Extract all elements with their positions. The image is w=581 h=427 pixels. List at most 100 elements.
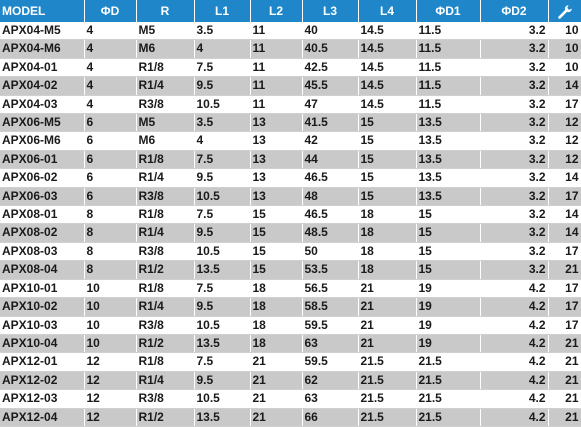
- cell-l2: 13: [250, 187, 303, 207]
- cell-r: R1/4: [136, 76, 195, 96]
- cell-od1: 13.5: [416, 168, 481, 188]
- cell-l1: 7.5: [194, 58, 251, 78]
- cell-od1: 11.5: [416, 22, 481, 41]
- cell-od1: 13.5: [416, 150, 481, 170]
- cell-model: APX08-03: [0, 242, 85, 262]
- cell-model: APX04-02: [0, 76, 85, 96]
- cell-model: APX10-02: [0, 297, 85, 317]
- cell-l2: 15: [250, 205, 303, 225]
- cell-l4: 15: [358, 150, 417, 170]
- cell-l1: 7.5: [194, 279, 251, 299]
- table-row: APX08-01 8 R1/8 7.5 15 46.5 18 15 3.2 14: [0, 205, 581, 225]
- cell-l3: 40.5: [302, 39, 359, 59]
- cell-r: R1/2: [136, 408, 195, 427]
- cell-wrench-size: 17: [548, 242, 581, 262]
- cell-od2: 3.2: [480, 223, 549, 243]
- cell-model: APX12-04: [0, 408, 85, 427]
- cell-od2: 3.2: [480, 113, 549, 133]
- cell-model: APX06-01: [0, 150, 85, 170]
- cell-model: APX10-03: [0, 316, 85, 335]
- table-row: APX04-M5 4 M5 3.5 11 40 14.5 11.5 3.2 10: [0, 22, 581, 41]
- cell-l4: 14.5: [358, 95, 417, 115]
- header-l3: L3: [302, 0, 359, 22]
- header-od1: ΦD1: [416, 0, 481, 22]
- cell-l4: 21: [358, 297, 417, 317]
- cell-l1: 9.5: [194, 223, 251, 243]
- cell-l2: 13: [250, 168, 303, 188]
- cell-l1: 13.5: [194, 408, 251, 427]
- cell-wrench-size: 17: [548, 297, 581, 317]
- cell-od: 4: [84, 39, 137, 59]
- cell-od: 6: [84, 113, 137, 133]
- cell-model: APX04-03: [0, 95, 85, 115]
- cell-od: 4: [84, 58, 137, 78]
- table-row: APX06-M5 6 M5 3.5 13 41.5 15 13.5 3.2 12: [0, 113, 581, 133]
- cell-od1: 15: [416, 260, 481, 280]
- cell-od2: 3.2: [480, 150, 549, 170]
- cell-wrench-size: 21: [548, 389, 581, 409]
- cell-l3: 42: [302, 131, 359, 151]
- cell-od: 4: [84, 22, 137, 41]
- header-od: ΦD: [84, 0, 137, 22]
- cell-wrench-size: 10: [548, 58, 581, 78]
- table-row: APX04-02 4 R1/4 9.5 11 45.5 14.5 11.5 3.2 14: [0, 76, 581, 96]
- cell-model: APX04-01: [0, 58, 85, 78]
- cell-l4: 21: [358, 279, 417, 299]
- cell-l2: 15: [250, 260, 303, 280]
- table-row: APX08-02 8 R1/4 9.5 15 48.5 18 15 3.2 14: [0, 223, 581, 243]
- cell-od2: 4.2: [480, 352, 549, 372]
- cell-od1: 19: [416, 316, 481, 335]
- cell-l3: 48: [302, 187, 359, 207]
- cell-l2: 11: [250, 22, 303, 41]
- cell-l1: 13.5: [194, 260, 251, 280]
- cell-l1: 7.5: [194, 352, 251, 372]
- cell-l1: 7.5: [194, 205, 251, 225]
- cell-wrench-size: 10: [548, 39, 581, 59]
- table-row: APX12-04 12 R1/2 13.5 21 66 21.5 21.5 4.2 21: [0, 408, 581, 427]
- cell-od2: 3.2: [480, 39, 549, 59]
- cell-od1: 19: [416, 279, 481, 299]
- cell-od1: 13.5: [416, 187, 481, 207]
- cell-r: R1/4: [136, 168, 195, 188]
- cell-od1: 11.5: [416, 95, 481, 115]
- cell-od1: 19: [416, 334, 481, 354]
- wrench-icon: [557, 5, 572, 19]
- cell-l4: 18: [358, 242, 417, 262]
- cell-od2: 3.2: [480, 168, 549, 188]
- cell-od2: 4.2: [480, 279, 549, 299]
- header-r: R: [136, 0, 195, 22]
- cell-r: R1/8: [136, 352, 195, 372]
- cell-od: 4: [84, 95, 137, 115]
- cell-od1: 15: [416, 205, 481, 225]
- cell-l4: 18: [358, 260, 417, 280]
- cell-l2: 21: [250, 352, 303, 372]
- cell-l3: 63: [302, 334, 359, 354]
- cell-r: R1/4: [136, 223, 195, 243]
- cell-model: APX06-M5: [0, 113, 85, 133]
- cell-l2: 13: [250, 150, 303, 170]
- cell-od: 12: [84, 371, 137, 391]
- cell-model: APX08-01: [0, 205, 85, 225]
- cell-model: APX04-M5: [0, 22, 85, 41]
- cell-model: APX12-03: [0, 389, 85, 409]
- cell-wrench-size: 17: [548, 279, 581, 299]
- cell-wrench-size: 21: [548, 352, 581, 372]
- cell-l4: 14.5: [358, 22, 417, 41]
- cell-l1: 13.5: [194, 334, 251, 354]
- cell-od2: 3.2: [480, 76, 549, 96]
- cell-od1: 11.5: [416, 58, 481, 78]
- cell-r: R1/4: [136, 371, 195, 391]
- cell-l1: 9.5: [194, 76, 251, 96]
- table-row: APX10-04 10 R1/2 13.5 18 63 21 19 4.2 21: [0, 334, 581, 354]
- cell-od: 4: [84, 76, 137, 96]
- cell-wrench-size: 21: [548, 334, 581, 354]
- cell-l4: 21: [358, 334, 417, 354]
- cell-od2: 3.2: [480, 22, 549, 41]
- cell-od2: 4.2: [480, 371, 549, 391]
- cell-r: M5: [136, 22, 195, 41]
- cell-od2: 3.2: [480, 95, 549, 115]
- cell-wrench-size: 14: [548, 76, 581, 96]
- cell-od: 8: [84, 260, 137, 280]
- cell-l4: 14.5: [358, 76, 417, 96]
- cell-l4: 15: [358, 187, 417, 207]
